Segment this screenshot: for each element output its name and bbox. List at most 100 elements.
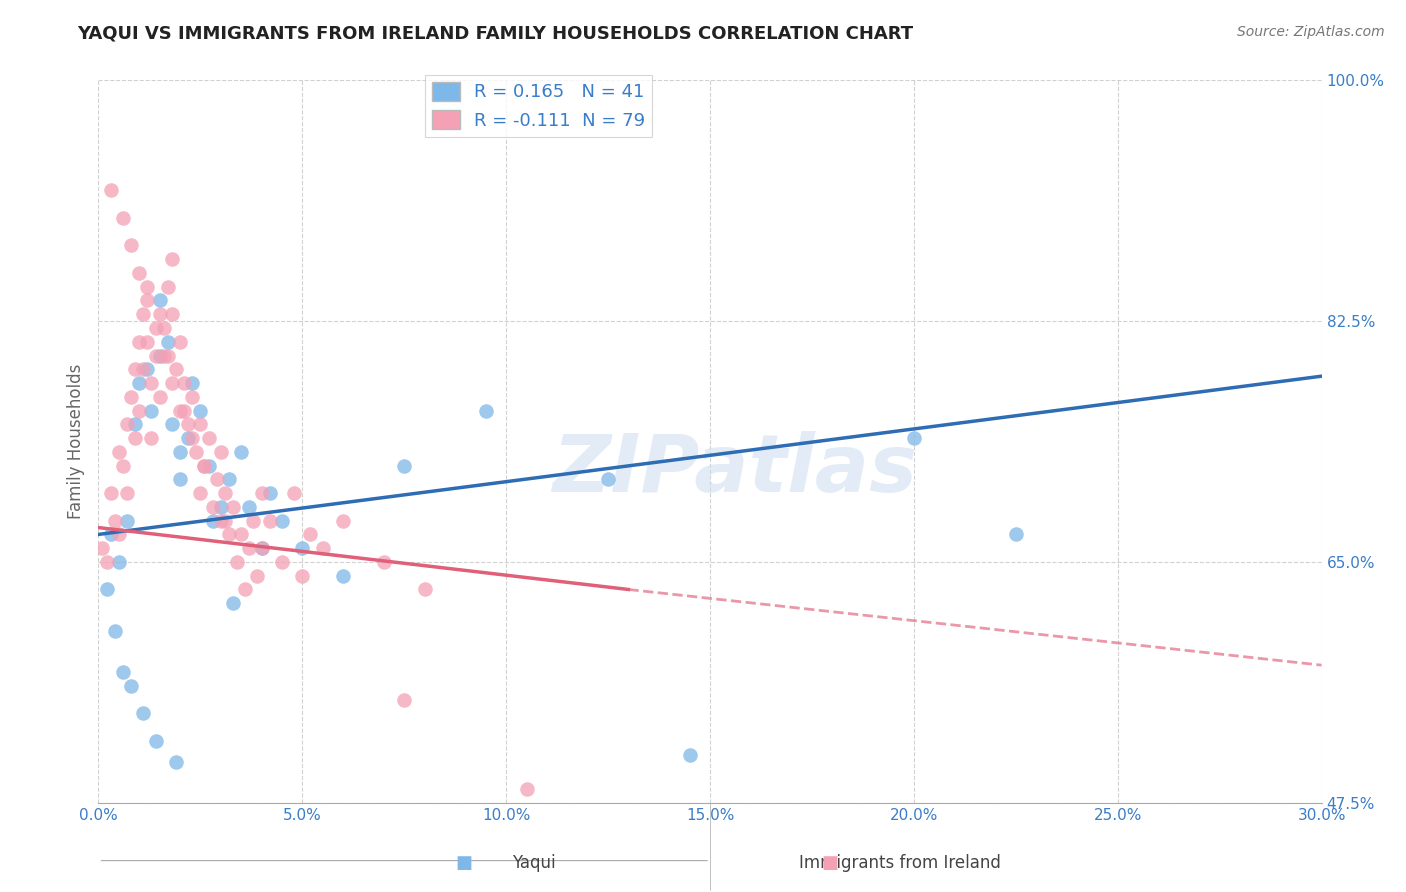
Point — [186, 445, 208, 459]
Point — [169, 472, 191, 486]
Text: Source: ZipAtlas.com: Source: ZipAtlas.com — [1237, 25, 1385, 39]
Point — [136, 334, 159, 349]
Point — [100, 486, 122, 500]
Point — [111, 458, 134, 473]
Point — [120, 390, 142, 404]
Text: ■: ■ — [456, 855, 472, 872]
Point — [100, 527, 122, 541]
Point — [145, 349, 167, 363]
Point — [516, 782, 538, 797]
Point — [259, 514, 281, 528]
Point — [177, 417, 200, 432]
Point — [165, 755, 187, 769]
Point — [124, 417, 146, 432]
Point — [181, 431, 204, 445]
Point — [250, 541, 273, 556]
Point — [291, 568, 314, 582]
Point — [120, 238, 142, 252]
Point — [250, 486, 273, 500]
Point — [136, 362, 159, 376]
Point — [231, 445, 253, 459]
Point — [136, 279, 159, 293]
Point — [169, 445, 191, 459]
Point — [188, 417, 212, 432]
Point — [149, 349, 172, 363]
Point — [132, 706, 155, 721]
Point — [214, 514, 236, 528]
Point — [238, 500, 260, 514]
Point — [332, 514, 354, 528]
Point — [413, 582, 436, 597]
Point — [246, 568, 269, 582]
Point — [91, 541, 114, 556]
Y-axis label: Family Households: Family Households — [66, 364, 84, 519]
Point — [160, 307, 183, 321]
Point — [242, 514, 264, 528]
Text: Immigrants from Ireland: Immigrants from Ireland — [799, 855, 1001, 872]
Point — [120, 679, 142, 693]
Point — [214, 486, 236, 500]
Point — [231, 527, 253, 541]
Point — [209, 445, 232, 459]
Point — [96, 582, 118, 597]
Point — [104, 514, 127, 528]
Point — [177, 431, 200, 445]
Point — [291, 541, 314, 556]
Point — [181, 376, 204, 390]
Point — [193, 458, 215, 473]
Point — [104, 624, 127, 638]
Point — [115, 417, 138, 432]
Point — [299, 527, 322, 541]
Point — [1004, 527, 1026, 541]
Point — [193, 458, 215, 473]
Point — [149, 307, 172, 321]
Point — [149, 390, 172, 404]
Point — [596, 472, 619, 486]
Point — [169, 334, 191, 349]
Point — [152, 321, 174, 335]
Point — [145, 734, 167, 748]
Legend: R = 0.165   N = 41, R = -0.111  N = 79: R = 0.165 N = 41, R = -0.111 N = 79 — [425, 75, 652, 137]
Text: Yaqui: Yaqui — [512, 855, 557, 872]
Point — [149, 293, 172, 308]
Point — [474, 403, 498, 417]
Point — [111, 665, 134, 679]
Point — [392, 692, 416, 706]
Point — [209, 514, 232, 528]
Point — [233, 582, 256, 597]
Point — [124, 362, 146, 376]
Point — [128, 403, 150, 417]
Point — [209, 500, 232, 514]
Point — [145, 321, 167, 335]
Point — [136, 293, 159, 308]
Point — [332, 568, 354, 582]
Point — [188, 403, 212, 417]
Point — [201, 500, 224, 514]
Point — [160, 417, 183, 432]
Point — [128, 334, 150, 349]
Point — [201, 514, 224, 528]
Point — [108, 527, 131, 541]
Text: ■: ■ — [821, 855, 838, 872]
Point — [173, 376, 195, 390]
Point — [222, 500, 245, 514]
Point — [156, 349, 179, 363]
Point — [222, 596, 245, 610]
Point — [679, 747, 702, 762]
Point — [160, 376, 183, 390]
Point — [96, 555, 118, 569]
Point — [250, 541, 273, 556]
Point — [218, 472, 240, 486]
Point — [495, 857, 517, 871]
Point — [108, 445, 131, 459]
Point — [132, 362, 155, 376]
Point — [156, 279, 179, 293]
Text: ZIPatlas: ZIPatlas — [553, 432, 917, 509]
Point — [169, 403, 191, 417]
Point — [115, 486, 138, 500]
Point — [392, 458, 416, 473]
Point — [132, 307, 155, 321]
Point — [173, 403, 195, 417]
Point — [283, 486, 305, 500]
Point — [188, 486, 212, 500]
